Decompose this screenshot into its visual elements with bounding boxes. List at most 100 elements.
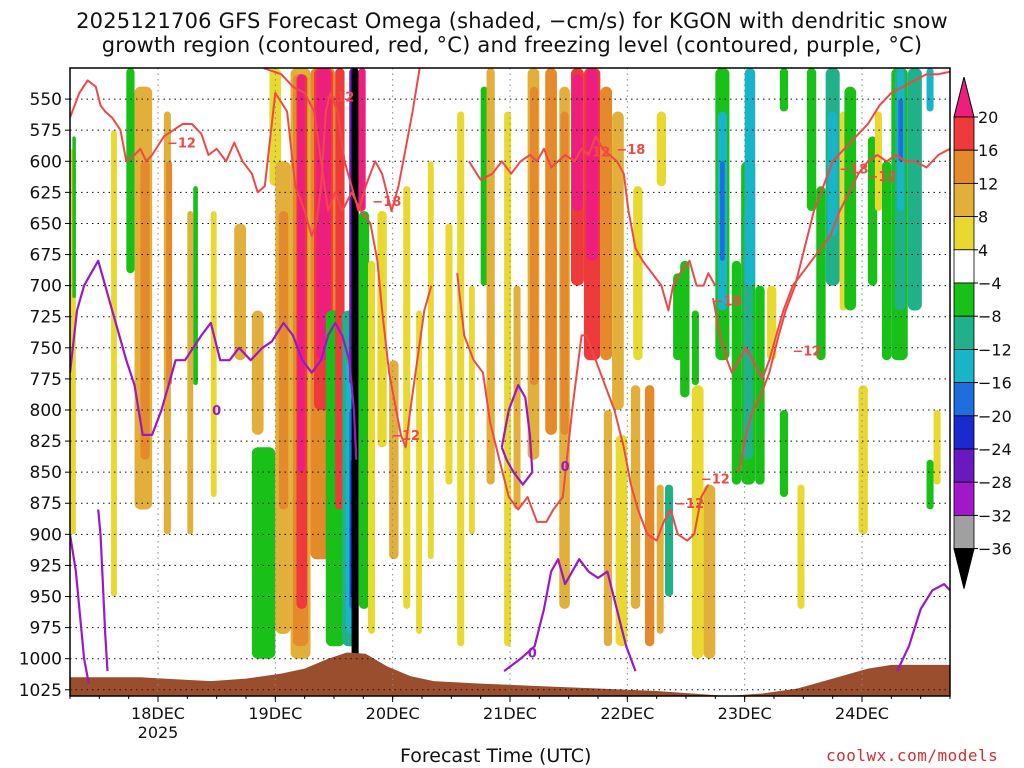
colorbar-label-1: 16 [978, 141, 998, 160]
xtick-label-0: 18DEC [131, 704, 185, 723]
omega-band-70 [691, 310, 699, 386]
freezing-contour-label-1: 0 [561, 460, 570, 475]
dgz-contour-label-1: −12 [325, 91, 354, 106]
omega-band-54 [572, 74, 583, 212]
colorbar-swatch-11 [953, 448, 975, 483]
omega-band-69 [691, 385, 704, 659]
omega-band-13 [251, 447, 276, 659]
ytick-label-775: 775 [30, 370, 62, 390]
omega-band-62 [633, 186, 643, 361]
omega-band-39 [416, 310, 422, 634]
omega-band-37 [389, 360, 399, 560]
omega-band-20 [297, 74, 305, 473]
colorbar-label-6: −8 [978, 307, 1002, 326]
colorbar-label-10: −24 [978, 440, 1012, 459]
omega-band-64 [656, 484, 664, 634]
colorbar-swatch-9 [953, 382, 975, 417]
colorbar-label-8: −16 [978, 374, 1012, 393]
dgz-contour-label-5: −18 [616, 143, 645, 158]
omega-band-32 [351, 68, 359, 659]
omega-band-7 [166, 161, 173, 386]
colorbar-label-4: 4 [978, 241, 988, 260]
colorbar-swatch-1 [953, 116, 975, 151]
omega-band-71 [703, 484, 716, 659]
colorbar-label-7: −12 [978, 340, 1012, 359]
omega-band-98 [907, 68, 922, 311]
omega-band-11 [234, 223, 246, 361]
freezing-contour-0 [70, 259, 358, 460]
ytick-label-900: 900 [30, 525, 62, 545]
omega-band-68 [680, 260, 690, 398]
omega-band-1 [72, 136, 76, 299]
freezing-contour-4 [503, 558, 637, 672]
freezing-contour-3 [500, 384, 534, 486]
freezing-contour-label-2: 0 [528, 646, 537, 661]
omega-band-36 [377, 211, 387, 448]
omega-band-12 [251, 310, 264, 435]
dgz-contour-label-10: −18 [839, 163, 868, 178]
omega-band-3 [126, 68, 135, 274]
ytick-label-925: 925 [30, 556, 62, 576]
ytick-label-875: 875 [30, 494, 62, 514]
freezing-contour-2 [97, 509, 109, 672]
ytick-label-700: 700 [30, 277, 62, 297]
omega-band-44 [480, 86, 488, 286]
chart-title-line-2: growth region (contoured, red, °C) and f… [101, 33, 923, 57]
ytick-label-625: 625 [30, 183, 62, 203]
ytick-label-1000: 1000 [19, 650, 62, 670]
freezing-contour-label-0: 0 [212, 404, 221, 419]
omega-band-87 [827, 111, 838, 236]
omega-band-101 [933, 409, 941, 485]
colorbar-swatch-10 [953, 415, 975, 450]
colorbar-label-5: −4 [978, 274, 1002, 293]
omega-band-23 [316, 68, 331, 361]
omega-band-61 [630, 385, 641, 609]
omega-band-100 [926, 68, 934, 112]
xtick-label-5: 23DEC [718, 704, 772, 723]
freezing-contour-1 [70, 534, 90, 684]
credit-link[interactable]: coolwx.com/models [826, 746, 999, 765]
colorbar-arrow-top [953, 76, 975, 118]
ytick-label-575: 575 [30, 121, 62, 141]
omega-band-50 [545, 68, 557, 435]
ytick-label-825: 825 [30, 432, 62, 452]
omega-band-52 [560, 111, 569, 435]
colorbar-label-9: −20 [978, 407, 1012, 426]
xtick-label-1: 19DEC [248, 704, 302, 723]
colorbar-swatch-3 [953, 182, 975, 217]
omega-band-81 [779, 409, 789, 498]
xtick-label-2: 20DEC [366, 704, 420, 723]
ytick-label-850: 850 [30, 463, 62, 483]
ytick-label-650: 650 [30, 214, 62, 234]
omega-band-90 [858, 385, 868, 535]
omega-band-92 [874, 111, 882, 212]
omega-band-58 [603, 409, 613, 647]
omega-band-35 [368, 260, 376, 634]
terrain-fill [70, 652, 950, 696]
ytick-label-550: 550 [30, 90, 62, 110]
dgz-contour-2 [468, 135, 717, 312]
omega-band-83 [797, 484, 805, 609]
dgz-contour-3 [456, 273, 710, 542]
omega-band-10 [210, 211, 217, 498]
omega-band-25 [335, 68, 345, 510]
omega-band-65 [656, 111, 667, 187]
xtick-sublabel-0: 2025 [138, 723, 179, 742]
omega-band-33 [358, 68, 366, 212]
colorbar-label-13: −36 [978, 540, 1012, 559]
dgz-contour-1 [263, 68, 433, 449]
ytick-label-1025: 1025 [19, 681, 62, 701]
omega-band-63 [644, 385, 655, 647]
omega-band-49 [529, 86, 539, 386]
omega-band-78 [744, 68, 756, 286]
colorbar-swatch-2 [953, 149, 975, 184]
omega-band-34 [358, 211, 370, 609]
ytick-label-950: 950 [30, 588, 62, 608]
chart-title-line-1: 2025121706 GFS Forecast Omega (shaded, −… [76, 9, 948, 33]
omega-band-38 [403, 186, 411, 609]
omega-band-56 [586, 68, 598, 261]
dgz-contour-label-8: −18 [713, 295, 742, 310]
omega-band-9 [193, 186, 198, 386]
omega-shading [70, 68, 941, 659]
